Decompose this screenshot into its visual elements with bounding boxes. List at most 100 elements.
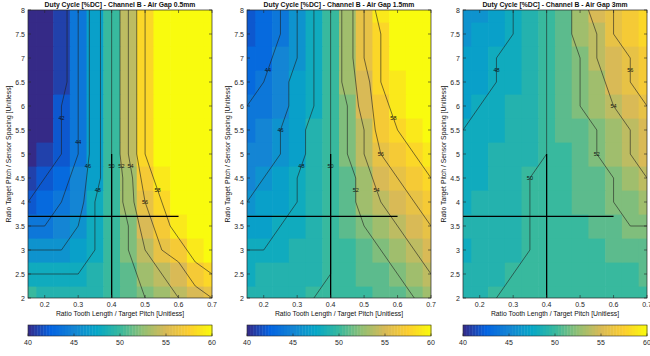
heat-cell — [306, 10, 323, 23]
colorbar-segment — [281, 325, 284, 336]
heat-cell — [389, 10, 406, 23]
colorbar-segment — [247, 325, 250, 336]
heat-cell — [204, 70, 212, 95]
panel: 44464850525456580.20.30.40.50.60.722.533… — [224, 0, 440, 346]
heat-cell — [255, 70, 272, 95]
heat-cell — [28, 286, 37, 298]
x-tick — [330, 295, 331, 298]
heat-cell — [588, 286, 605, 298]
heat-cell — [463, 214, 472, 239]
x-tick — [546, 295, 547, 298]
heat-cell — [505, 190, 522, 215]
colorbar-tick — [247, 334, 248, 337]
colorbar-tick — [509, 334, 510, 337]
colorbar-frame — [247, 325, 431, 336]
colorbar-segment — [512, 325, 515, 336]
colorbar-segment — [148, 325, 151, 336]
heat-cell — [120, 262, 137, 287]
colorbar-segment — [472, 325, 475, 336]
heat-cell — [255, 262, 272, 287]
heat-cell — [187, 190, 204, 215]
y-tick — [247, 82, 250, 83]
colorbar-segment — [342, 325, 345, 336]
colorbar-segment — [102, 325, 105, 336]
y-tick — [644, 226, 647, 227]
colorbar-segment — [336, 325, 339, 336]
colorbar-segment — [573, 325, 576, 336]
y-tick — [463, 82, 466, 83]
y-tick — [644, 58, 647, 59]
heat-cell — [247, 70, 256, 95]
y-tick — [209, 202, 212, 203]
x-axis-label: Ratio Tooth Length / Target Pitch [Unitl… — [491, 310, 619, 318]
crosshair-vertical — [546, 154, 547, 298]
colorbar-segment — [86, 325, 89, 336]
heat-cell — [289, 46, 306, 71]
heat-cell — [471, 166, 488, 191]
x-tick — [647, 10, 648, 13]
y-tick — [463, 154, 466, 155]
heat-cell — [605, 238, 622, 263]
heat-cell — [639, 22, 647, 47]
heat-cell — [170, 46, 187, 71]
crosshair-horizontal — [247, 216, 398, 217]
heat-cell — [170, 10, 187, 23]
heat-cell — [522, 214, 539, 239]
heat-cell — [120, 46, 137, 71]
heat-cell — [187, 94, 204, 119]
y-tick-label: 4.5 — [450, 175, 460, 182]
heat-cell — [639, 118, 647, 143]
heat-cell — [247, 94, 256, 119]
colorbar-segment — [311, 325, 314, 336]
y-tick — [209, 178, 212, 179]
colorbar-segment — [360, 325, 363, 336]
colorbar-segment — [71, 325, 74, 336]
heat-cell — [605, 118, 622, 143]
heat-cell — [289, 214, 306, 239]
heat-cell — [187, 10, 204, 23]
heat-cell — [247, 262, 256, 287]
heat-cell — [204, 238, 212, 263]
y-tick — [247, 130, 250, 131]
colorbar-segment — [475, 325, 478, 336]
heat-cell — [36, 22, 53, 47]
y-axis-label: Ratio Target Pitch / Sensor Spacing [Uni… — [5, 85, 13, 222]
x-tick — [513, 10, 514, 13]
heat-cell — [389, 142, 406, 167]
heat-cell — [204, 142, 212, 167]
colorbar-tick-label: 55 — [597, 339, 605, 346]
y-tick-label: 6 — [240, 103, 244, 110]
x-tick-label: 0.3 — [73, 301, 83, 308]
colorbar-segment — [558, 325, 561, 336]
colorbar-segment — [382, 325, 385, 336]
x-tick — [297, 10, 298, 13]
heat-cell — [272, 70, 289, 95]
colorbar-tick-label: 50 — [116, 339, 124, 346]
heat-cell — [522, 262, 539, 287]
contour-label: 48 — [95, 187, 101, 193]
y-tick-label: 6 — [456, 103, 460, 110]
y-tick — [428, 250, 431, 251]
colorbar-segment — [503, 325, 506, 336]
x-tick-label: 0.7 — [642, 301, 650, 308]
y-tick — [28, 58, 31, 59]
colorbar-segment — [65, 325, 68, 336]
heat-cell — [555, 262, 572, 287]
heat-cell — [153, 22, 170, 47]
heat-cell — [488, 10, 505, 23]
x-tick — [546, 10, 547, 13]
y-tick-label: 8 — [21, 7, 25, 14]
colorbar-segment — [576, 325, 579, 336]
heat-cell — [53, 10, 70, 23]
colorbar-segment — [598, 325, 601, 336]
colorbar-segment — [534, 325, 537, 336]
heat-cell — [471, 238, 488, 263]
heat-cell — [306, 238, 323, 263]
contour-label: 54 — [374, 187, 380, 193]
heat-cell — [53, 190, 70, 215]
contour-line — [28, 10, 67, 202]
heat-cell — [289, 286, 306, 298]
heat-cell — [204, 166, 212, 191]
heat-cell — [137, 46, 154, 71]
heat-cell — [588, 70, 605, 95]
